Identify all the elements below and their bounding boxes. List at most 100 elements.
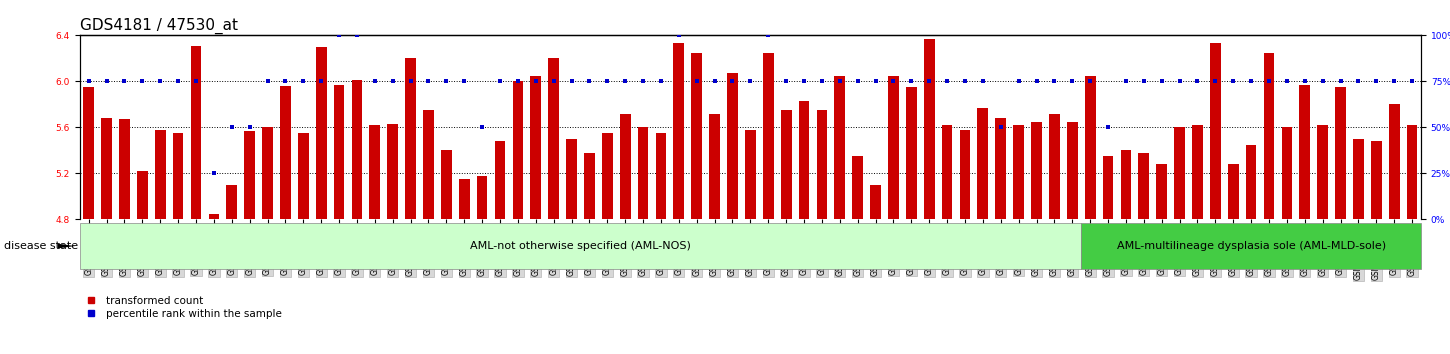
Bar — [1031, 122, 1043, 219]
Bar — [316, 47, 326, 219]
Bar — [1335, 87, 1346, 219]
Point — [1025, 79, 1048, 84]
Point — [560, 79, 583, 84]
Point — [291, 79, 315, 84]
Bar — [638, 127, 648, 219]
Point — [399, 79, 422, 84]
Bar — [173, 133, 184, 219]
Bar — [763, 53, 774, 219]
Point — [989, 125, 1012, 130]
Point — [506, 79, 529, 84]
Point — [148, 79, 171, 84]
Bar — [655, 133, 667, 219]
Point — [1257, 79, 1280, 84]
Bar — [334, 85, 345, 219]
Point — [845, 79, 869, 84]
Point — [167, 79, 190, 84]
Bar — [816, 110, 828, 219]
Point — [792, 79, 815, 84]
Bar — [136, 171, 148, 219]
Text: AML-not otherwise specified (AML-NOS): AML-not otherwise specified (AML-NOS) — [470, 241, 690, 251]
Point — [613, 79, 637, 84]
Point — [1364, 79, 1388, 84]
Bar — [887, 76, 899, 219]
Point — [470, 125, 493, 130]
Bar — [119, 119, 130, 219]
Bar — [853, 156, 863, 219]
Point — [328, 33, 351, 38]
Point — [255, 79, 278, 84]
Point — [523, 79, 547, 84]
Point — [738, 79, 761, 84]
Bar — [477, 176, 487, 219]
Bar — [1228, 164, 1238, 219]
Bar — [280, 86, 291, 219]
Bar — [1353, 139, 1364, 219]
Point — [828, 79, 851, 84]
Text: disease state: disease state — [4, 241, 78, 251]
Bar — [584, 153, 594, 219]
Bar — [726, 73, 738, 219]
Point — [1221, 79, 1244, 84]
Bar — [531, 76, 541, 219]
Point — [345, 33, 368, 38]
Point — [1167, 79, 1190, 84]
Bar — [1067, 122, 1077, 219]
Bar — [494, 141, 506, 219]
Point — [202, 171, 226, 176]
Bar — [1085, 76, 1096, 219]
Point — [811, 79, 834, 84]
Point — [1401, 79, 1424, 84]
Point — [1150, 79, 1173, 84]
Point — [1382, 79, 1405, 84]
Bar — [1246, 145, 1257, 219]
Bar — [692, 53, 702, 219]
Bar — [673, 44, 684, 219]
Point — [757, 33, 780, 38]
Point — [1096, 125, 1119, 130]
Bar — [1192, 125, 1203, 219]
Bar — [1370, 141, 1382, 219]
Point — [1114, 79, 1137, 84]
Bar — [244, 131, 255, 219]
Point — [1079, 79, 1102, 84]
Bar — [297, 133, 309, 219]
Bar — [1048, 114, 1060, 219]
Bar — [566, 139, 577, 219]
Point — [918, 79, 941, 84]
Point — [1347, 79, 1370, 84]
Point — [113, 79, 136, 84]
Bar — [155, 130, 165, 219]
Point — [882, 79, 905, 84]
Bar — [1263, 53, 1275, 219]
Bar — [1174, 127, 1185, 219]
Bar — [1317, 125, 1328, 219]
Point — [1132, 79, 1156, 84]
Point — [596, 79, 619, 84]
Bar — [548, 58, 560, 219]
Bar — [1406, 125, 1418, 219]
Point — [309, 79, 332, 84]
Bar — [423, 110, 434, 219]
Bar — [370, 125, 380, 219]
Point — [899, 79, 922, 84]
Bar — [1138, 153, 1150, 219]
Point — [1006, 79, 1030, 84]
Point — [452, 79, 476, 84]
Bar — [602, 133, 613, 219]
Bar — [405, 58, 416, 219]
Bar — [83, 87, 94, 219]
Point — [577, 79, 600, 84]
Bar — [102, 118, 112, 219]
Point — [1311, 79, 1334, 84]
Point — [953, 79, 976, 84]
Bar — [1121, 150, 1131, 219]
Bar — [512, 81, 523, 219]
Bar — [458, 179, 470, 219]
Legend: transformed count, percentile rank within the sample: transformed count, percentile rank withi… — [86, 296, 281, 319]
Bar — [906, 87, 916, 219]
Bar — [1156, 164, 1167, 219]
Bar — [262, 127, 273, 219]
Point — [1328, 79, 1351, 84]
Bar — [1389, 104, 1399, 219]
